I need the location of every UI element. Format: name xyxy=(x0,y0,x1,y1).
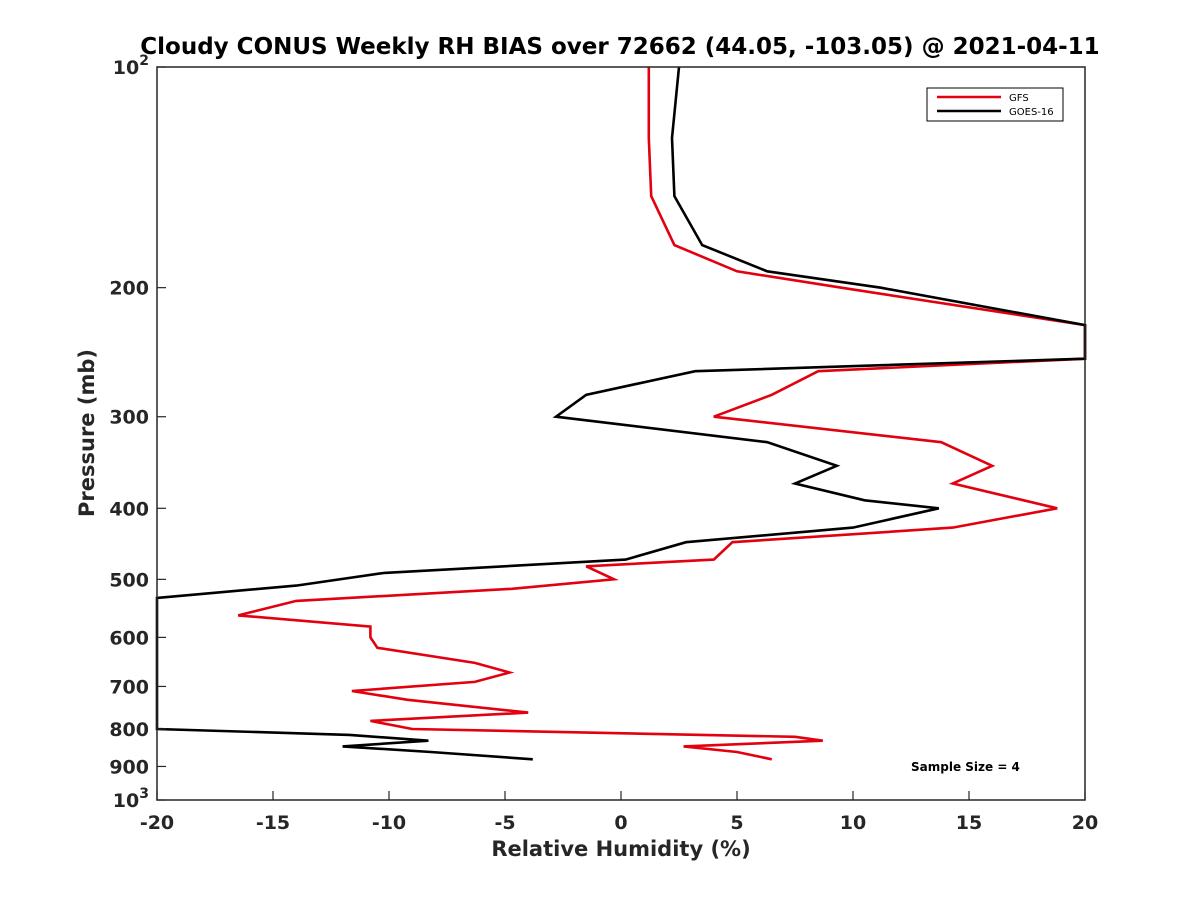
legend-label-goes16: GOES-16 xyxy=(1009,107,1054,118)
y-tick-label: 800 xyxy=(109,719,149,741)
y-tick-label: 102 xyxy=(113,53,149,79)
plot-area: -20 -15 -10 -5 0 5 10 15 20 102 200 300 400 500 600 70… xyxy=(109,53,1098,834)
y-tick-label: 500 xyxy=(109,569,149,591)
x-axis-label: Relative Humidity (%) xyxy=(491,837,750,861)
series-line-goes16 xyxy=(155,66,1087,761)
y-tick-label: 103 xyxy=(113,786,149,812)
x-tick-label: 10 xyxy=(840,812,866,834)
y-tick-label: 700 xyxy=(109,676,149,698)
y-axis-ticks: 102 200 300 400 500 600 700 800 900 103 xyxy=(109,53,166,812)
x-tick-label: -5 xyxy=(494,812,515,834)
x-tick-label: 5 xyxy=(730,812,743,834)
y-tick-label: 200 xyxy=(109,278,149,300)
series-layer xyxy=(155,66,1087,761)
legend-label-gfs: GFS xyxy=(1009,93,1029,104)
y-tick-label: 300 xyxy=(109,407,149,429)
x-tick-label: 15 xyxy=(956,812,982,834)
x-tick-label: -20 xyxy=(140,812,174,834)
y-tick-label: 900 xyxy=(109,756,149,778)
x-tick-label: -15 xyxy=(256,812,290,834)
chart-title: Cloudy CONUS Weekly RH BIAS over 72662 (… xyxy=(140,34,1099,60)
y-tick-label: 400 xyxy=(109,498,149,520)
x-tick-label: 20 xyxy=(1072,812,1098,834)
y-tick-label: 600 xyxy=(109,627,149,649)
x-tick-label: -10 xyxy=(372,812,406,834)
x-axis-ticks: -20 -15 -10 -5 0 5 10 15 20 xyxy=(140,791,1098,834)
legend-box xyxy=(926,87,1064,122)
legend: GFS GOES-16 xyxy=(926,87,1064,122)
sample-size-annotation: Sample Size = 4 xyxy=(911,760,1020,774)
series-line-gfs xyxy=(237,67,1087,761)
x-tick-label: 0 xyxy=(614,812,627,834)
plot-frame xyxy=(156,66,1086,801)
y-axis-label: Pressure (mb) xyxy=(75,349,99,517)
